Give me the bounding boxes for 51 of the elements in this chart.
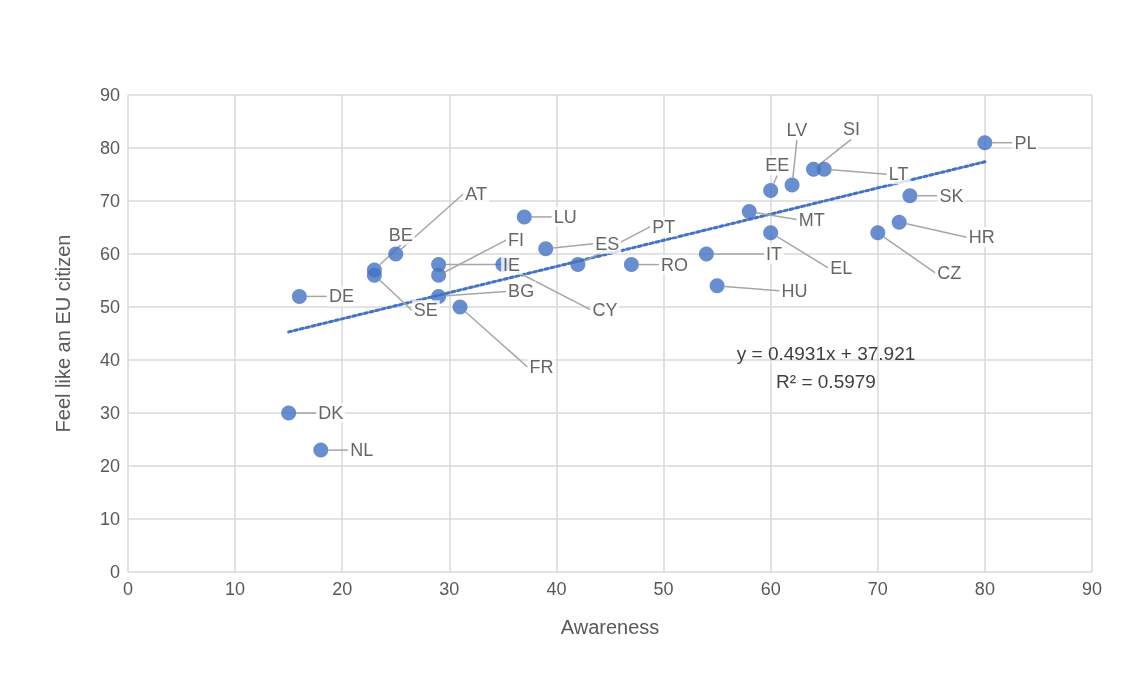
data-label: FI [508,230,525,251]
y-axis-title: Feel like an EU citizen [52,234,74,433]
x-tick-label: 80 [974,579,995,599]
x-tick-label: 90 [1081,579,1103,599]
x-tick-label: 50 [653,579,674,599]
data-label: EE [765,155,790,176]
data-label: SI [843,119,861,140]
y-tick-label: 20 [99,456,120,476]
data-label: AT [465,184,487,204]
data-label: HR [968,227,995,248]
y-tick-label: 50 [99,297,120,317]
data-label: BE [388,224,413,245]
y-tick-label: 60 [99,244,120,264]
data-label: LT [888,164,909,185]
data-label: IE [503,254,521,275]
y-tick-label: 0 [109,562,120,582]
data-label: CY [592,299,618,320]
data-label: ES [595,233,620,254]
data-label: LV [786,120,808,141]
data-label: FR [529,357,554,377]
data-label: DE [328,286,354,307]
data-label: EL [830,257,853,278]
data-label: LU [553,206,577,227]
y-tick-label: 30 [99,403,120,423]
y-tick-label: 10 [99,509,120,529]
data-label: DK [318,403,344,423]
x-axis-title: Awareness [560,616,660,638]
data-label: HU [781,280,808,301]
data-label: MT [798,209,825,230]
y-tick-label: 80 [99,138,120,158]
y-tick-label: 90 [99,85,120,105]
data-label: BG [508,281,535,302]
data-label: RO [660,254,688,275]
data-label: SE [413,300,438,321]
data-label: IT [765,244,782,264]
annotation: y = 0.4931x + 37.921 [736,342,916,364]
x-tick-label: 30 [439,579,460,599]
data-label: NL [350,440,374,461]
annotation: R² = 0.5979 [776,370,876,392]
x-tick-label: 40 [546,579,567,599]
x-tick-label: 0 [122,579,134,599]
data-label: SK [939,185,964,206]
data-label: PT [652,216,676,237]
y-tick-label: 70 [99,191,120,211]
y-tick-label: 40 [99,350,120,370]
data-label: PL [1014,132,1037,153]
x-tick-label: 10 [225,579,246,599]
x-tick-label: 70 [867,579,888,599]
x-tick-label: 60 [760,579,781,599]
x-tick-label: 20 [332,579,353,599]
data-label: CZ [937,262,962,283]
